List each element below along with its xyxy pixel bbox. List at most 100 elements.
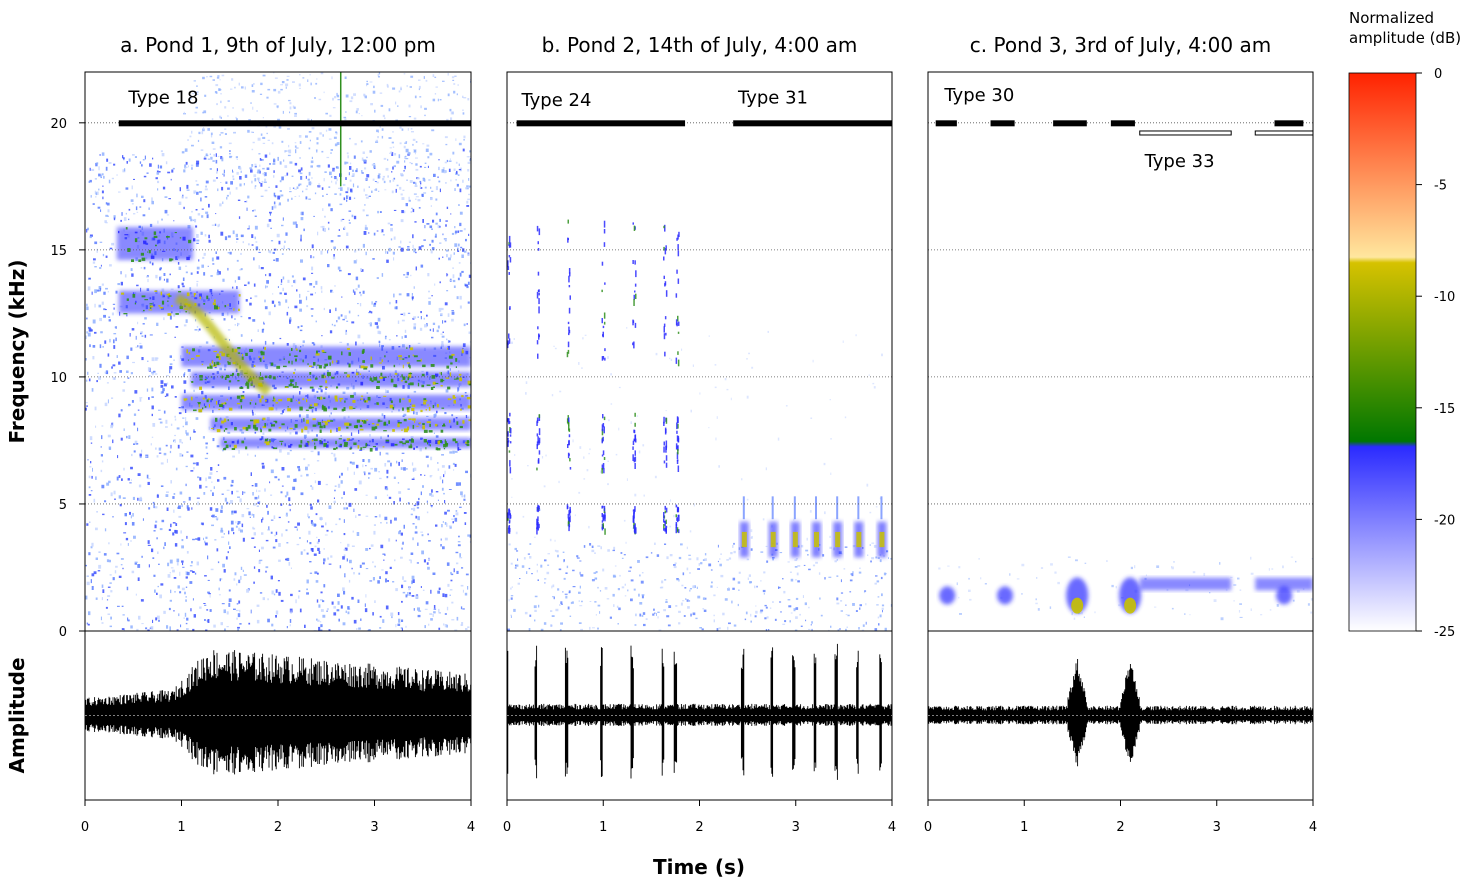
noise-speck [207, 265, 209, 267]
noise-speck [125, 187, 129, 190]
band-texture [153, 235, 158, 238]
noise-speck [680, 543, 683, 546]
noise-speck [751, 536, 753, 539]
band-texture [459, 377, 462, 382]
noise-speck [209, 472, 213, 475]
noise-speck [192, 219, 195, 221]
band-texture [349, 447, 352, 450]
noise-speck [263, 321, 265, 325]
noise-speck [708, 335, 710, 337]
noise-speck [852, 603, 855, 606]
call-type-label: Type 31 [737, 87, 808, 108]
noise-speck [337, 483, 341, 488]
noise-speck [328, 138, 332, 140]
noise-speck [434, 283, 436, 286]
band-texture [318, 365, 322, 369]
noise-speck [203, 127, 205, 130]
noise-speck [451, 619, 455, 621]
noise-speck [884, 627, 887, 631]
noise-speck [414, 531, 418, 534]
noise-speck [376, 129, 379, 133]
pulse-streak [567, 219, 569, 224]
noise-speck [618, 427, 620, 431]
noise-speck [403, 413, 407, 417]
noise-speck [618, 607, 621, 611]
noise-speck [265, 570, 267, 573]
noise-speck [184, 166, 188, 168]
noise-speck [235, 116, 237, 119]
noise-speck [99, 363, 102, 368]
noise-speck [174, 439, 176, 443]
noise-speck [147, 540, 150, 544]
noise-speck [306, 552, 309, 555]
noise-speck [155, 357, 159, 360]
noise-speck [97, 372, 99, 374]
noise-speck [720, 574, 724, 578]
noise-speck [380, 436, 382, 440]
noise-speck [91, 542, 94, 547]
noise-speck [195, 209, 198, 211]
band-texture [363, 420, 367, 424]
pulse-streak [663, 446, 665, 453]
band-texture [241, 396, 245, 399]
noise-speck [560, 622, 563, 625]
noise-speck [181, 545, 184, 549]
noise-speck [96, 511, 98, 513]
noise-speck [222, 173, 225, 175]
noise-speck [288, 99, 291, 102]
noise-speck [120, 543, 122, 546]
noise-speck [102, 346, 104, 348]
noise-speck [172, 167, 175, 170]
pulse-streak [603, 426, 605, 434]
noise-speck [351, 545, 355, 547]
noise-speck [178, 201, 182, 205]
band-texture [232, 372, 234, 376]
noise-speck [467, 534, 470, 537]
noise-speck [451, 310, 454, 312]
pulse-streak [538, 428, 541, 436]
pulse-streak [508, 241, 510, 245]
noise-speck [295, 431, 298, 435]
noise-speck [366, 392, 369, 394]
noise-speck [708, 427, 710, 429]
noise-speck [325, 522, 327, 526]
band-texture [408, 418, 412, 420]
colorbar-tick-label: -25 [1434, 625, 1455, 640]
band-texture [303, 418, 305, 422]
noise-speck [642, 444, 645, 447]
noise-speck [131, 453, 133, 457]
noise-speck [430, 250, 433, 254]
spectrogram-background [507, 72, 892, 631]
noise-speck [444, 593, 448, 598]
noise-speck [355, 288, 358, 291]
noise-speck [158, 447, 162, 451]
noise-speck [101, 152, 105, 156]
band-texture [381, 359, 383, 362]
noise-speck [254, 454, 256, 457]
noise-speck [310, 165, 313, 168]
noise-speck [303, 549, 306, 552]
pulse-streak [676, 430, 678, 434]
band-texture [288, 360, 290, 364]
noise-speck [226, 501, 229, 505]
noise-speck [447, 509, 450, 512]
noise-speck [109, 582, 112, 584]
noise-speck [422, 178, 426, 182]
noise-speck [262, 328, 265, 331]
noise-speck [274, 77, 278, 79]
noise-speck [178, 613, 180, 617]
noise-speck [108, 319, 111, 322]
noise-speck [278, 559, 281, 562]
band-texture [254, 427, 258, 431]
noise-speck [420, 311, 422, 314]
noise-speck [411, 162, 413, 165]
noise-speck [579, 446, 582, 449]
noise-speck [393, 177, 396, 180]
y-tick-label: 15 [50, 244, 67, 259]
noise-speck [557, 554, 559, 558]
noise-speck [461, 622, 464, 626]
noise-speck [139, 206, 142, 208]
noise-speck [219, 79, 221, 81]
noise-speck [211, 345, 215, 347]
noise-speck [413, 181, 416, 184]
